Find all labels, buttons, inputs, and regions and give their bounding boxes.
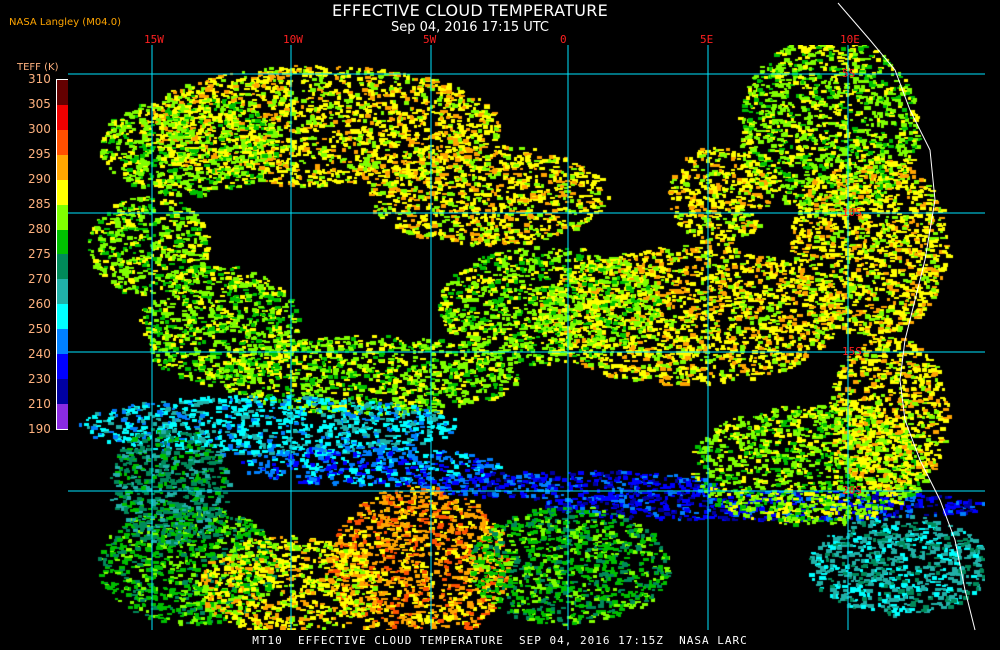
- longitude-label: 10W: [283, 33, 303, 46]
- legend-tick: 300: [28, 122, 51, 136]
- legend-tick: 285: [28, 197, 51, 211]
- longitude-label: 0: [560, 33, 567, 46]
- legend-tick: 250: [28, 322, 51, 336]
- longitude-label: 15W: [144, 33, 164, 46]
- footer-caption: MT10 EFFECTIVE CLOUD TEMPERATURE SEP 04,…: [252, 634, 748, 647]
- legend-tick: 240: [28, 347, 51, 361]
- legend-tick: 305: [28, 97, 51, 111]
- legend-tick: 270: [28, 272, 51, 286]
- map-timestamp: Sep 04, 2016 17:15 UTC: [390, 20, 550, 35]
- legend-tick: 295: [28, 147, 51, 161]
- legend-tick: 290: [28, 172, 51, 186]
- legend-tick: 210: [28, 397, 51, 411]
- agency-label: NASA Langley (M04.0): [9, 17, 121, 28]
- latitude-label: 5S: [842, 67, 856, 80]
- longitude-label: 5W: [423, 33, 437, 46]
- legend-tick: 310: [28, 72, 51, 86]
- latitude-label: 15S: [842, 345, 862, 358]
- cloud-temperature-image: [68, 45, 985, 630]
- legend-tick: 230: [28, 372, 51, 386]
- legend-tick: 190: [28, 422, 51, 436]
- latitude-label: 20S: [842, 484, 862, 497]
- latitude-label: 10S: [842, 206, 862, 219]
- legend-tick: 280: [28, 222, 51, 236]
- coastline: [837, 2, 976, 631]
- legend-units: TEFF (K): [17, 62, 59, 73]
- legend-tick: 260: [28, 297, 51, 311]
- legend-tick: 275: [28, 247, 51, 261]
- longitude-label: 10E: [840, 33, 860, 46]
- longitude-label: 5E: [700, 33, 714, 46]
- map-title: EFFECTIVE CLOUD TEMPERATURE: [331, 1, 609, 20]
